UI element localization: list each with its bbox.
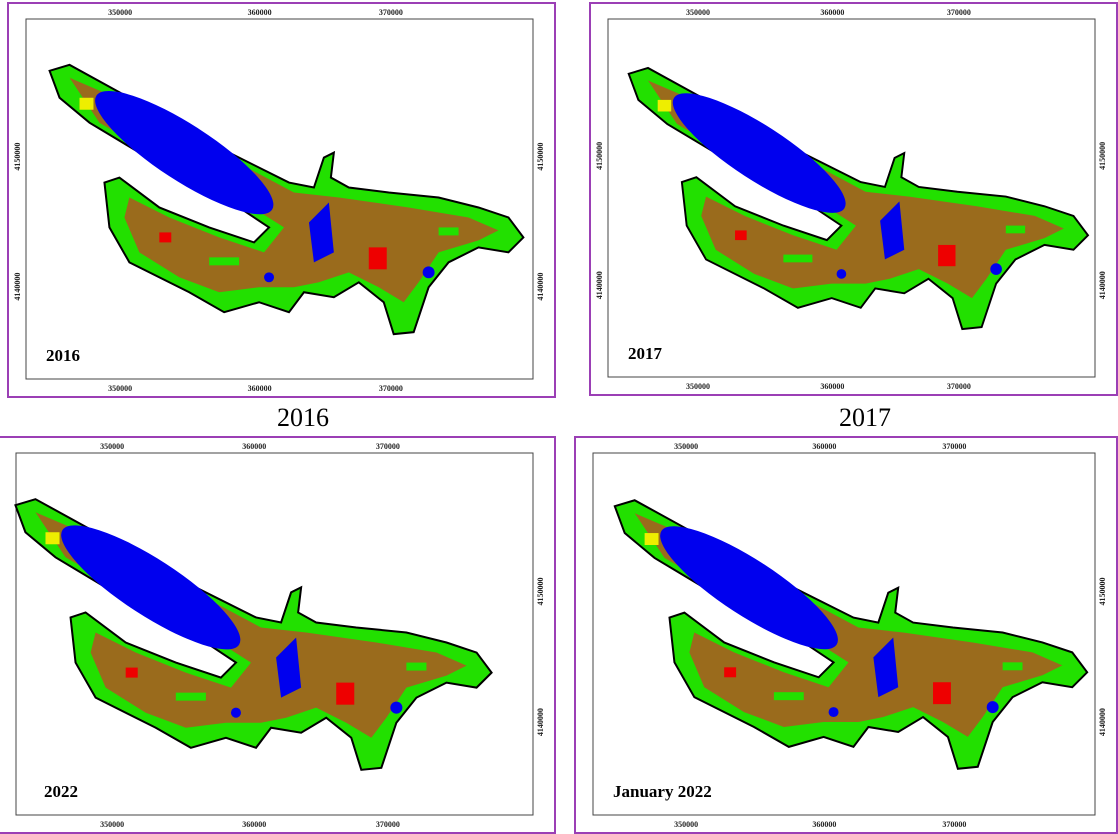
x-tick-label: 360000	[820, 8, 844, 17]
caption: 2017	[839, 403, 891, 432]
y-tick-label: 4150000	[1098, 142, 1107, 170]
figure: 350000 360000 370000 350000 360000 370000 4150…	[0, 0, 1118, 834]
panel-label: 2022	[44, 782, 78, 801]
x-tick-label: 350000	[674, 442, 698, 451]
x-tick-label: 360000	[248, 384, 272, 393]
y-tick-label: 4150000	[536, 143, 545, 171]
x-tick-label: 370000	[947, 8, 971, 17]
y-tick-label: 4150000	[13, 143, 22, 171]
x-tick-label: 350000	[674, 820, 698, 829]
map-panel: 350000 360000 370000 350000 360000 370000 4150…	[8, 3, 555, 397]
panel-label: 2016	[46, 346, 80, 365]
y-tick-label: 4140000	[1098, 271, 1107, 299]
x-tick-label: 370000	[379, 8, 403, 17]
y-tick-label: 4150000	[1098, 577, 1107, 605]
y-tick-label: 4140000	[595, 271, 604, 299]
x-tick-label: 370000	[942, 820, 966, 829]
panel-label: January 2022	[613, 782, 712, 801]
map-panel: 350000 360000 370000 350000 360000 370000 4150…	[575, 437, 1117, 833]
x-tick-label: 360000	[812, 442, 836, 451]
x-tick-label: 350000	[108, 8, 132, 17]
x-tick-label: 350000	[108, 384, 132, 393]
x-tick-label: 350000	[100, 820, 124, 829]
y-tick-label: 4140000	[536, 708, 545, 736]
x-tick-label: 350000	[686, 8, 710, 17]
x-tick-label: 350000	[686, 382, 710, 391]
x-tick-label: 370000	[376, 442, 400, 451]
y-tick-label: 4150000	[595, 142, 604, 170]
x-tick-label: 350000	[100, 442, 124, 451]
x-tick-label: 370000	[942, 442, 966, 451]
x-tick-label: 360000	[820, 382, 844, 391]
x-tick-label: 360000	[242, 442, 266, 451]
panel-label: 2017	[628, 344, 663, 363]
caption: 2016	[277, 403, 329, 432]
y-tick-label: 4140000	[536, 273, 545, 301]
x-tick-label: 370000	[379, 384, 403, 393]
x-tick-label: 370000	[947, 382, 971, 391]
map-panel: 350000 360000 370000 350000 360000 370000 4150…	[590, 3, 1117, 395]
y-tick-label: 4140000	[13, 273, 22, 301]
map-panel: 350000 360000 370000 350000 360000 370000 4150…	[0, 437, 555, 833]
x-tick-label: 360000	[248, 8, 272, 17]
x-tick-label: 360000	[242, 820, 266, 829]
y-tick-label: 4150000	[536, 577, 545, 605]
x-tick-label: 360000	[812, 820, 836, 829]
y-tick-label: 4140000	[1098, 708, 1107, 736]
x-tick-label: 370000	[376, 820, 400, 829]
